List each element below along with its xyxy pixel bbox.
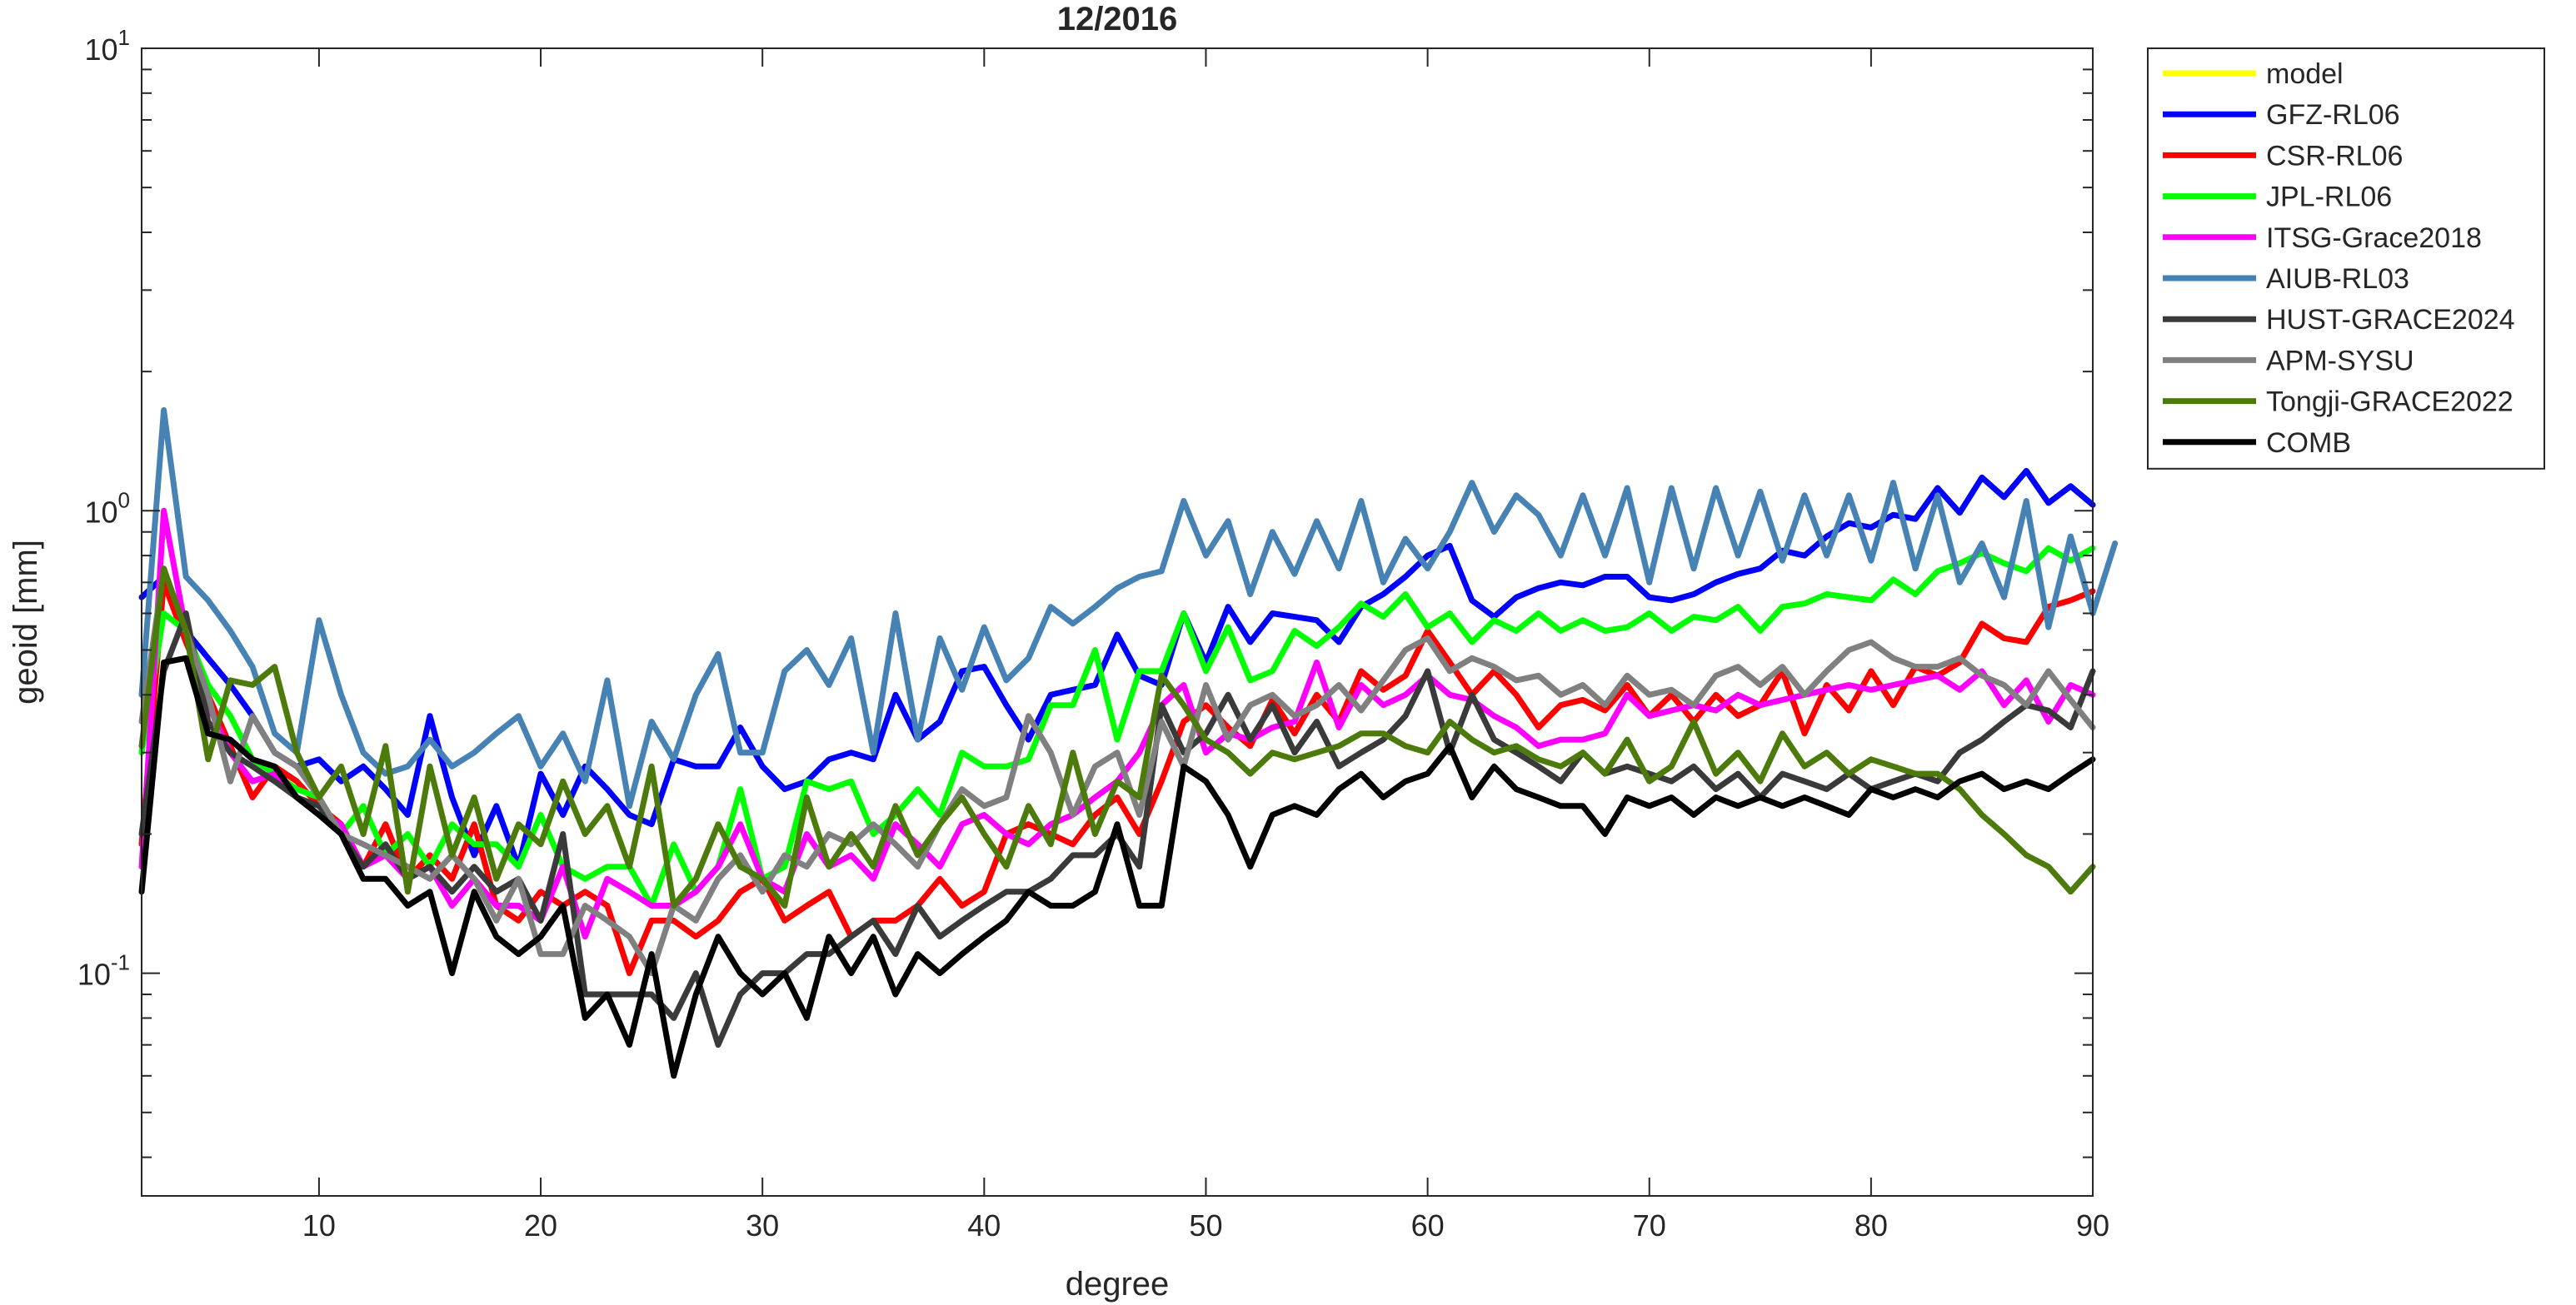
legend: model GFZ-RL06 CSR-RL06 JPL-RL06 ITSG-Grace2… [2147, 47, 2545, 470]
legend-label: ITSG-Grace2018 [2266, 222, 2482, 254]
legend-label: APM-SYSU [2266, 345, 2414, 376]
x-tick-label: 50 [1189, 1208, 1222, 1243]
series-line-aiub-rl03 [138, 407, 2119, 809]
legend-label: GFZ-RL06 [2266, 99, 2400, 131]
plot-area [142, 48, 2093, 1196]
x-axis-label: degree [1066, 1266, 1170, 1303]
series-line-jpl-rl06 [138, 545, 2096, 909]
legend-label: JPL-RL06 [2266, 182, 2392, 213]
legend-label: AIUB-RL03 [2266, 263, 2409, 295]
legend-label: CSR-RL06 [2266, 140, 2403, 172]
series-line-tongji-grace2022 [138, 565, 2096, 909]
x-tick-label: 60 [1411, 1208, 1445, 1243]
legend-label: HUST-GRACE2024 [2266, 304, 2515, 336]
plot-frame [141, 47, 2094, 1197]
series-line-comb [138, 655, 2096, 1079]
x-tick-label: 70 [1633, 1208, 1666, 1243]
legend-label: Tongji-GRACE2022 [2266, 386, 2514, 418]
legend-label: model [2266, 58, 2344, 90]
series-line-csr-rl06 [138, 579, 2096, 977]
y-axis-label: geoid [mm] [7, 540, 44, 705]
axis-ticks: 10 20 30 40 50 60 70 80 90 10-1 100 101 [77, 25, 2109, 1243]
y-tick-label: 101 [84, 25, 130, 67]
y-tick-label: 10-1 [77, 950, 130, 992]
x-tick-label: 10 [302, 1208, 336, 1243]
x-tick-label: 40 [967, 1208, 1001, 1243]
series-lines [138, 407, 2119, 1079]
chart-title: 12/2016 [1057, 1, 1178, 37]
x-tick-label: 30 [746, 1208, 779, 1243]
x-tick-label: 20 [524, 1208, 557, 1243]
series-line-apm-sysu [138, 565, 2096, 977]
y-tick-label: 100 [84, 487, 130, 529]
x-tick-label: 90 [2076, 1208, 2109, 1243]
legend-label: COMB [2266, 427, 2351, 459]
x-tick-label: 80 [1855, 1208, 1888, 1243]
